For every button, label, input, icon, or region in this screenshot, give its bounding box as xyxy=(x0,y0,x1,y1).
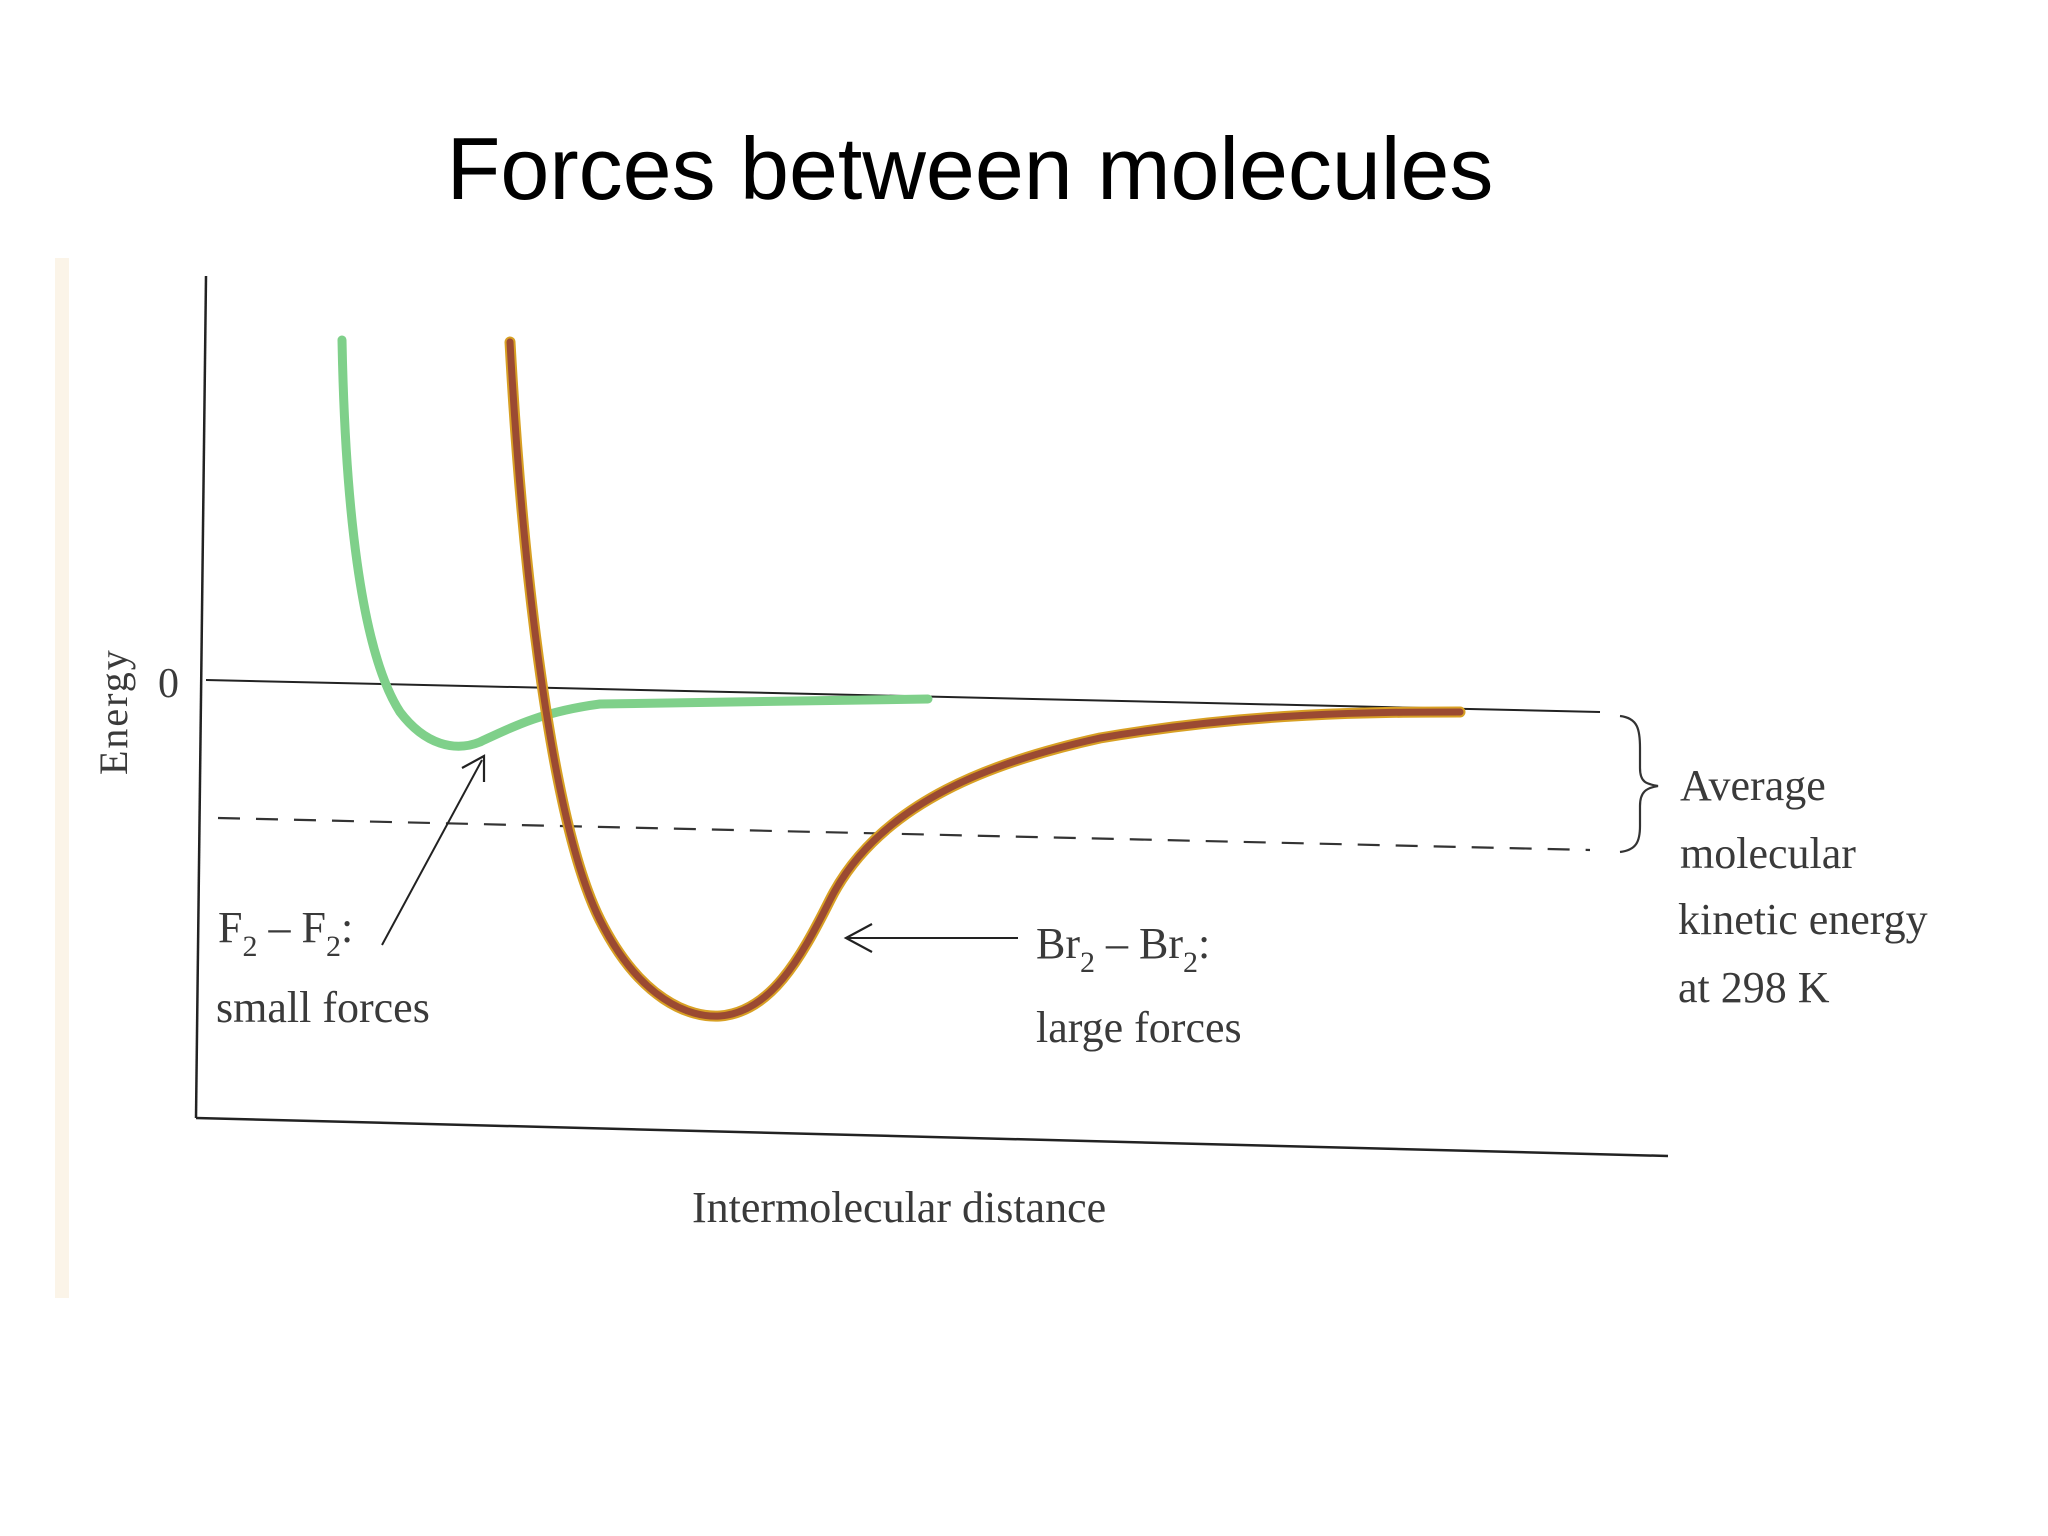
br2-potential-curve xyxy=(506,338,1464,1020)
f2-arrow-head xyxy=(461,754,486,782)
x-axis xyxy=(195,1116,1669,1158)
br2-label-sub1: 2 xyxy=(1080,946,1095,979)
f2-formula-label: F2 – F2: xyxy=(218,903,353,963)
br2-description-label: large forces xyxy=(1036,1003,1242,1052)
br2-label-colon: : xyxy=(1198,919,1210,968)
f2-label-f2: F xyxy=(301,903,325,952)
br2-potential-curve-edge xyxy=(504,336,1466,1022)
br2-label-br2: Br xyxy=(1139,919,1183,968)
br2-label-sub2: 2 xyxy=(1183,946,1198,979)
kinetic-energy-dashed-line xyxy=(217,816,1591,852)
slide-title: Forces between molecules xyxy=(446,119,1494,218)
f2-potential-curve xyxy=(337,335,933,751)
y-axis-label: Energy xyxy=(91,648,136,775)
f2-label-dash: – xyxy=(257,903,301,952)
f2-label-f1: F xyxy=(218,903,242,952)
br2-arrow-head xyxy=(843,923,873,953)
kinetic-energy-label-line3: kinetic energy xyxy=(1678,895,1928,944)
br2-label-br1: Br xyxy=(1036,919,1080,968)
x-axis-label: Intermolecular distance xyxy=(692,1183,1106,1232)
y-axis xyxy=(194,275,208,1119)
f2-label-sub2: 2 xyxy=(326,930,341,963)
kinetic-energy-label-line2: molecular xyxy=(1680,829,1856,878)
br2-formula-label: Br2 – Br2: xyxy=(1036,919,1210,979)
kinetic-energy-label-line1: Average xyxy=(1680,761,1826,810)
kinetic-energy-brace xyxy=(1619,714,1659,854)
f2-label-colon: : xyxy=(341,903,353,952)
br2-label-dash: – xyxy=(1095,919,1139,968)
scan-edge-tint xyxy=(55,258,69,1298)
zero-label: 0 xyxy=(158,661,179,707)
f2-label-sub1: 2 xyxy=(242,930,257,963)
f2-description-label: small forces xyxy=(216,983,430,1032)
f2-arrow-line xyxy=(381,759,483,946)
kinetic-energy-label-line4: at 298 K xyxy=(1678,963,1830,1012)
